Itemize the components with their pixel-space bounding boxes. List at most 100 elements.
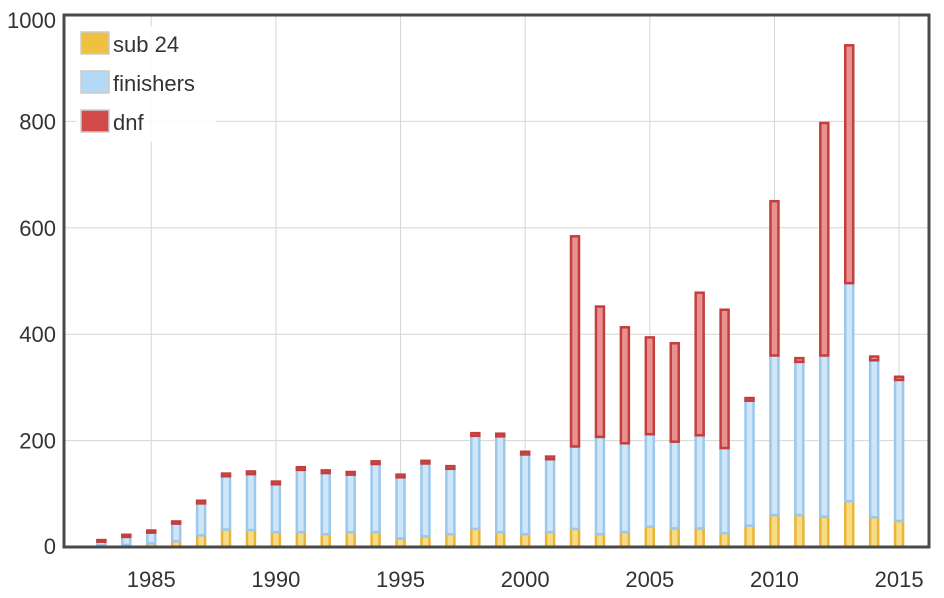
bar-sub-24-1999 bbox=[494, 530, 506, 549]
y-tick-label: 800 bbox=[19, 109, 56, 134]
bar-dnf-2007 bbox=[694, 291, 705, 437]
bar-sub-24-2000 bbox=[519, 532, 531, 549]
bar-sub-24-1989 bbox=[245, 528, 257, 549]
bar-sub-24-2001 bbox=[544, 530, 556, 549]
bar-dnf-1991 bbox=[295, 465, 307, 472]
bar-finishers-2000 bbox=[519, 453, 531, 536]
bar-dnf-1993 bbox=[345, 470, 356, 476]
y-tick-label: 400 bbox=[19, 322, 56, 347]
plot-frame bbox=[62, 13, 931, 549]
bar-dnf-2005 bbox=[644, 336, 656, 436]
bar-dnf-2006 bbox=[669, 341, 680, 443]
bar-dnf-1997 bbox=[445, 464, 456, 471]
bar-dnf-1992 bbox=[320, 469, 331, 475]
bar-finishers-1985 bbox=[145, 531, 157, 545]
bar-dnf-2002 bbox=[569, 235, 581, 448]
bar-dnf-1995 bbox=[395, 473, 406, 479]
bar-dnf-1987 bbox=[195, 499, 207, 505]
bar-finishers-1993 bbox=[345, 473, 356, 534]
bar-dnf-2008 bbox=[719, 308, 730, 450]
bar-sub-24-2011 bbox=[794, 513, 805, 549]
bar-finishers-1992 bbox=[320, 471, 331, 536]
bar-dnf-2000 bbox=[519, 450, 531, 456]
bar-dnf-2013 bbox=[843, 44, 855, 285]
bar-finishers-1997 bbox=[445, 467, 456, 536]
bar-dnf-2004 bbox=[619, 326, 631, 445]
bar-finishers-1998 bbox=[470, 434, 481, 531]
bar-sub-24-1998 bbox=[470, 527, 481, 549]
x-tick-label: 2015 bbox=[875, 567, 924, 592]
bar-finishers-2014 bbox=[868, 359, 880, 519]
bar-finishers-1987 bbox=[195, 502, 207, 537]
bar-dnf-1994 bbox=[370, 460, 381, 466]
bar-finishers-2003 bbox=[594, 435, 606, 536]
x-tick-label: 1995 bbox=[376, 567, 425, 592]
bar-finishers-2012 bbox=[819, 354, 830, 518]
bar-dnf-2003 bbox=[594, 305, 606, 439]
bar-sub-24-2013 bbox=[843, 499, 855, 549]
bar-sub-24-2005 bbox=[644, 525, 656, 549]
bar-finishers-2011 bbox=[794, 360, 805, 517]
bar-sub-24-2008 bbox=[719, 531, 730, 549]
bar-finishers-2004 bbox=[619, 442, 631, 534]
bar-dnf-2009 bbox=[744, 396, 755, 402]
bar-sub-24-2014 bbox=[868, 515, 880, 549]
bar-finishers-2009 bbox=[744, 399, 755, 527]
tick-labels: 1985 1990 1995 2000 2005 2010 2015 0 200 400 600 80… bbox=[7, 8, 924, 592]
bar-dnf-2011 bbox=[794, 356, 805, 364]
bar-finishers-2008 bbox=[719, 446, 730, 535]
bar-sub-24-2003 bbox=[594, 532, 606, 549]
bar-dnf-1989 bbox=[245, 470, 257, 476]
bar-finishers-2010 bbox=[769, 354, 780, 517]
bar-finishers-1986 bbox=[170, 522, 182, 543]
bar-dnf-1984 bbox=[121, 533, 132, 539]
bar-sub-24-2006 bbox=[669, 527, 680, 549]
y-tick-label: 1000 bbox=[7, 8, 56, 33]
bar-finishers-1999 bbox=[494, 435, 506, 534]
bar-sub-24-1991 bbox=[295, 530, 307, 549]
bar-finishers-2015 bbox=[893, 378, 905, 523]
bar-finishers-1990 bbox=[270, 482, 282, 534]
bar-finishers-2001 bbox=[544, 457, 556, 534]
legend-swatch-dnf bbox=[80, 109, 110, 133]
bar-finishers-2005 bbox=[644, 432, 656, 529]
bar-dnf-1988 bbox=[220, 472, 232, 478]
bar-finishers-1988 bbox=[220, 474, 232, 531]
bar-sub-24-1996 bbox=[420, 535, 431, 549]
bar-sub-24-2007 bbox=[694, 527, 705, 549]
legend-label-dnf: dnf bbox=[113, 110, 144, 135]
bar-finishers-2002 bbox=[569, 445, 581, 531]
bar-dnf-2010 bbox=[769, 199, 780, 357]
bar-sub-24-2002 bbox=[569, 527, 581, 549]
bars bbox=[96, 44, 905, 549]
bar-sub-24-1993 bbox=[345, 530, 356, 549]
bar-sub-24-2009 bbox=[744, 524, 755, 549]
bar-sub-24-1994 bbox=[370, 530, 381, 549]
bar-dnf-1996 bbox=[420, 459, 431, 465]
bar-dnf-1998 bbox=[470, 431, 481, 438]
x-tick-label: 2005 bbox=[625, 567, 674, 592]
y-tick-label: 0 bbox=[44, 534, 56, 559]
bar-dnf-2001 bbox=[544, 455, 556, 461]
legend: sub 24 finishers dnf bbox=[76, 26, 216, 142]
bar-sub-24-1988 bbox=[220, 528, 232, 549]
bar-sub-24-2004 bbox=[619, 530, 631, 549]
legend-label-sub-24: sub 24 bbox=[113, 32, 179, 57]
x-tick-label: 1985 bbox=[127, 567, 176, 592]
bar-dnf-1983 bbox=[96, 538, 107, 543]
bar-dnf-1985 bbox=[145, 529, 157, 534]
bar-finishers-1991 bbox=[295, 468, 307, 534]
legend-swatch-sub-24 bbox=[80, 31, 110, 55]
x-tick-label: 2010 bbox=[750, 567, 799, 592]
bar-finishers-1996 bbox=[420, 462, 431, 538]
bar-sub-24-2015 bbox=[893, 519, 905, 549]
bar-finishers-2013 bbox=[843, 281, 855, 503]
bar-sub-24-1997 bbox=[445, 532, 456, 549]
bar-dnf-2015 bbox=[893, 375, 905, 382]
x-tick-label: 1990 bbox=[251, 567, 300, 592]
legend-swatch-finishers bbox=[80, 70, 110, 94]
bar-finishers-1995 bbox=[395, 476, 406, 540]
y-tick-label: 600 bbox=[19, 216, 56, 241]
